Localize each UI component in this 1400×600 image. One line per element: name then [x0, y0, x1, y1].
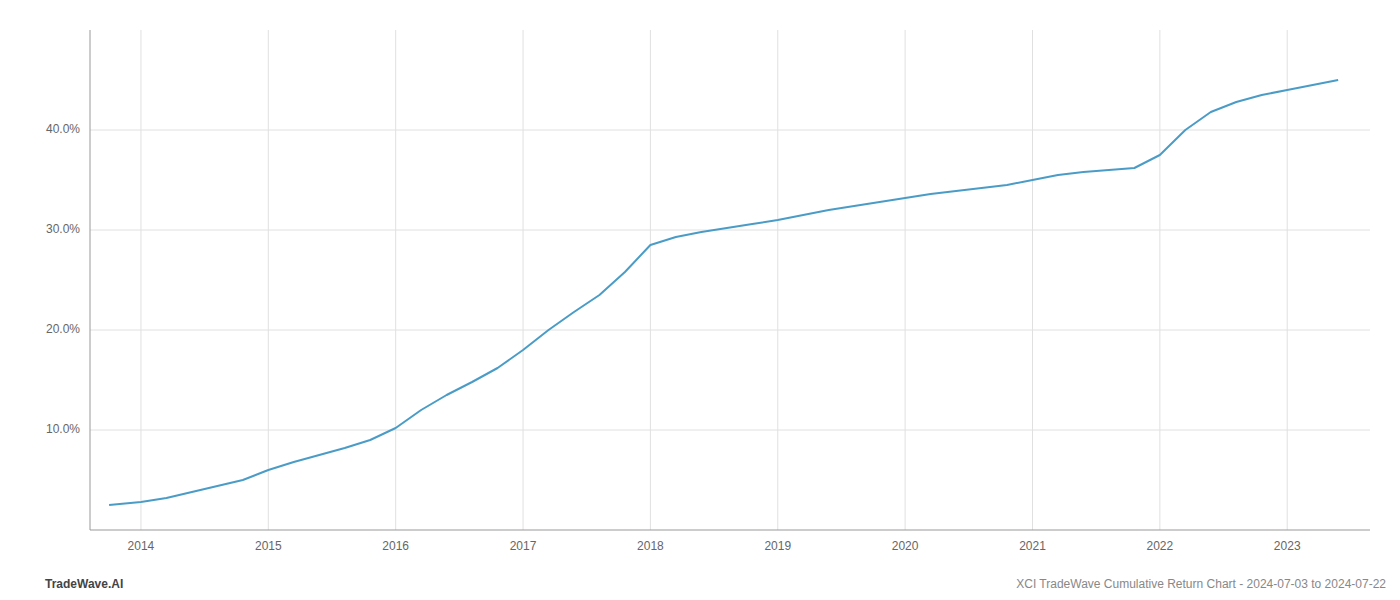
- y-grid-line: [90, 330, 1370, 331]
- x-tick-label: 2021: [1019, 539, 1046, 553]
- x-tick-label: 2023: [1274, 539, 1301, 553]
- x-grid-line: [1032, 30, 1033, 530]
- y-grid-line: [90, 230, 1370, 231]
- x-tick-label: 2016: [382, 539, 409, 553]
- y-tick-label: 10.0%: [46, 422, 80, 436]
- y-tick-label: 40.0%: [46, 122, 80, 136]
- y-grid-line: [90, 130, 1370, 131]
- y-tick-label: 30.0%: [46, 222, 80, 236]
- plot-area: [109, 80, 1338, 505]
- x-grid-line: [650, 30, 651, 530]
- x-grid-line: [523, 30, 524, 530]
- x-grid-line: [777, 30, 778, 530]
- line: [109, 80, 1338, 505]
- x-grid-line: [1159, 30, 1160, 530]
- x-tick-label: 2014: [128, 539, 155, 553]
- x-axis-line: [90, 530, 1370, 531]
- y-grid-line: [90, 430, 1370, 431]
- x-grid-line: [905, 30, 906, 530]
- chart: 10.0% 20.0% 30.0% 40.0% 2014 2015 2016 2017 2018…: [0, 0, 1400, 600]
- x-grid-line: [395, 30, 396, 530]
- x-grid-line: [140, 30, 141, 530]
- x-tick-label: 2017: [510, 539, 537, 553]
- x-tick-label: 2015: [255, 539, 282, 553]
- x-grid-line: [268, 30, 269, 530]
- footer-left: TradeWave.AI: [45, 577, 123, 591]
- x-tick-label: 2019: [764, 539, 791, 553]
- y-tick-label: 20.0%: [46, 322, 80, 336]
- x-grid-line: [1287, 30, 1288, 530]
- axes: 10.0% 20.0% 30.0% 40.0% 2014 2015 2016 2017 2018…: [46, 30, 1370, 553]
- footer-right: XCI TradeWave Cumulative Return Chart - …: [1016, 577, 1386, 591]
- grid: [90, 30, 1370, 530]
- x-tick-label: 2022: [1146, 539, 1173, 553]
- y-axis-line: [90, 30, 91, 530]
- x-tick-label: 2018: [637, 539, 664, 553]
- x-tick-label: 2020: [892, 539, 919, 553]
